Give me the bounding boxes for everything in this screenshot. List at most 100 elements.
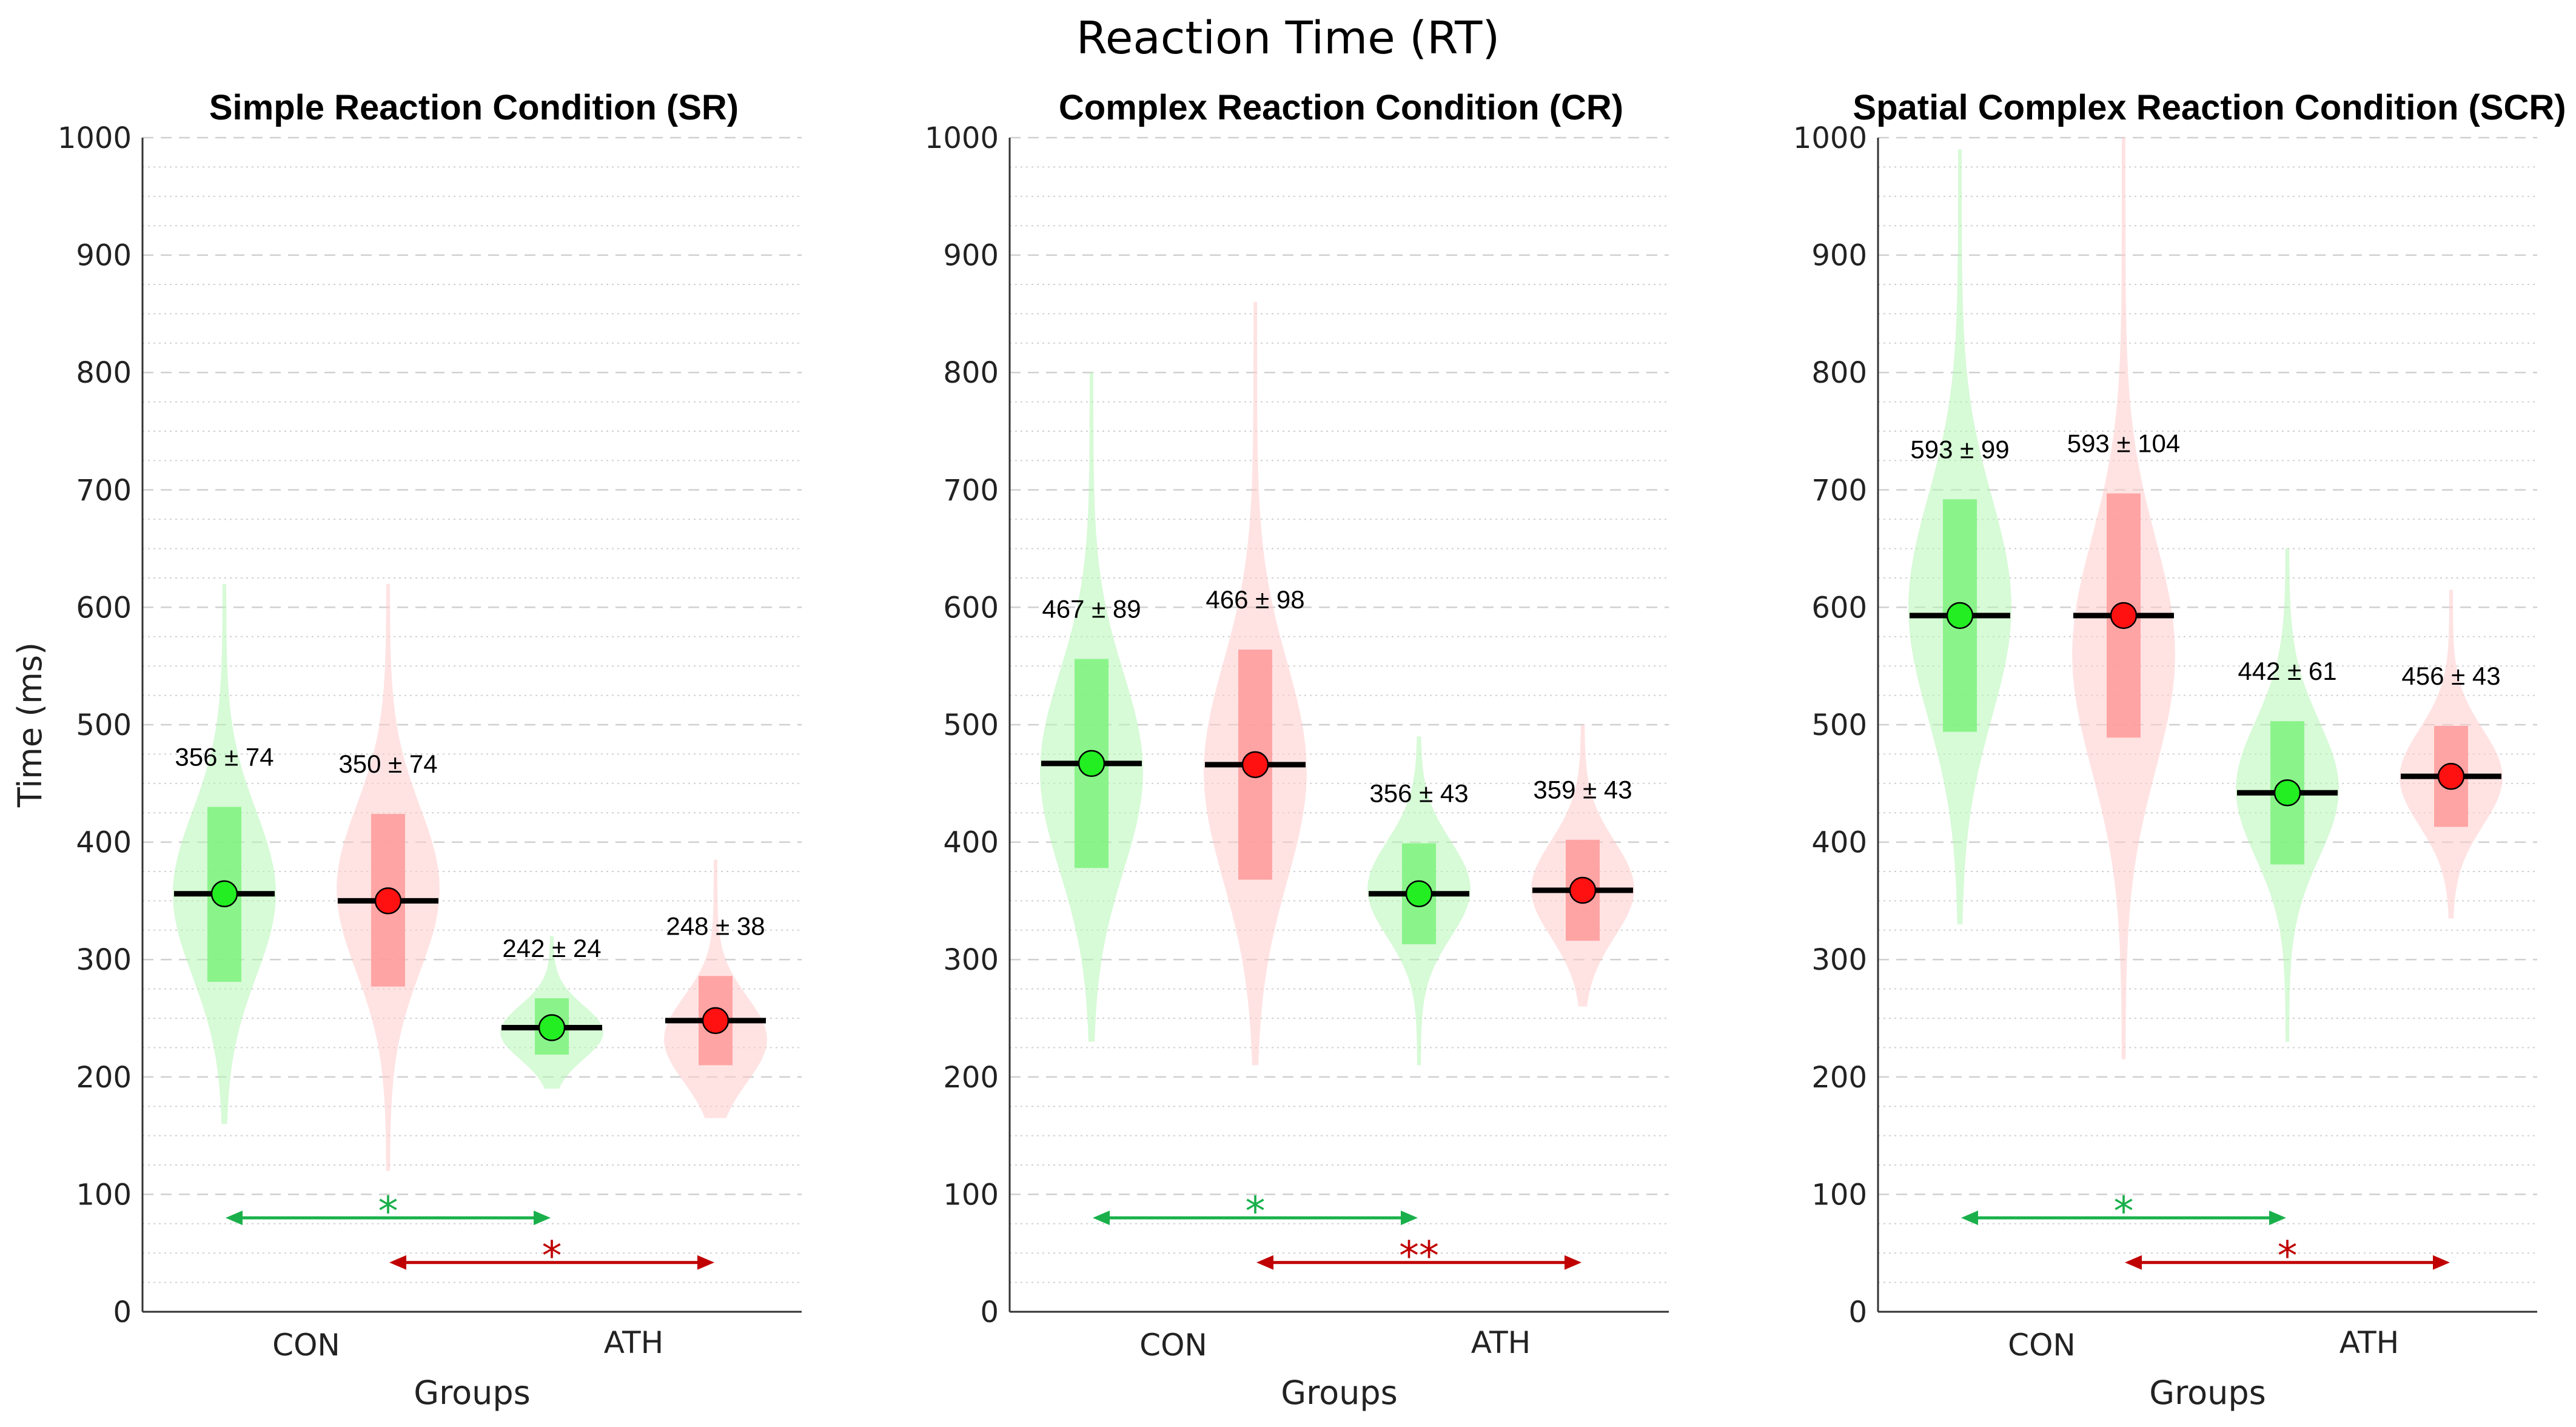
y-tick-label: 700 [1811,474,1867,508]
mean-sd-label: 456 ± 43 [2401,662,2500,690]
y-tick-label: 900 [1811,239,1867,273]
y-tick-label: 600 [76,591,132,625]
y-tick-label: 500 [943,708,999,742]
figure-title: Reaction Time (RT) [1076,12,1500,64]
mean-sd-label: 356 ± 43 [1369,779,1468,808]
mean-marker [2273,779,2301,807]
y-tick-label: 500 [76,708,132,742]
violin-ath-red: 359 ± 43 [1531,725,1634,1007]
mean-marker [538,1014,566,1041]
arrowhead-left [1961,1210,1978,1226]
significance-stars: * [378,1188,398,1235]
arrowhead-left [1093,1210,1110,1226]
violin-con-green: 356 ± 74 [173,583,276,1124]
significance-stars: * [1246,1188,1266,1235]
y-tick-label: 500 [1811,708,1867,742]
violin-ath-red: 248 ± 38 [664,859,767,1118]
significance-bracket: * [226,1188,551,1235]
panel-2: 593 ± 99 593 ± 104 442 ± 61 456 ± 43 * * 0 100 2… [1793,88,2566,1412]
significance-stars: * [542,1233,562,1280]
y-tick-label: 800 [76,356,132,390]
mean-marker [1078,750,1105,777]
panel-0: 356 ± 74 350 ± 74 242 ± 24 248 ± 38 * * 0 100 20… [11,88,802,1412]
mean-marker [1569,876,1597,904]
y-tick-label: 800 [1811,356,1867,390]
mean-sd-label: 350 ± 74 [338,750,437,778]
y-tick-label: 700 [943,474,999,508]
x-tick-label: ATH [1471,1325,1531,1360]
y-tick-label: 700 [76,474,132,508]
violin-con-red: 350 ± 74 [337,583,440,1171]
mean-sd-label: 248 ± 38 [666,912,765,940]
y-tick-label: 400 [76,826,132,860]
y-tick-label: 600 [1811,591,1867,625]
significance-stars: * [2114,1188,2134,1235]
y-tick-label: 200 [943,1061,999,1095]
violin-ath-green: 442 ± 61 [2236,548,2339,1042]
mean-sd-label: 242 ± 24 [502,934,601,962]
y-tick-label: 1000 [925,121,999,155]
y-tick-label: 300 [76,943,132,977]
y-tick-label: 200 [1811,1061,1867,1095]
violin-ath-red: 456 ± 43 [2400,589,2503,919]
mean-sd-label: 593 ± 104 [2067,429,2181,458]
significance-bracket: ** [1256,1233,1581,1280]
arrowhead-left [2125,1255,2142,1270]
arrowhead-right [2433,1255,2450,1270]
arrowhead-right [2269,1210,2286,1226]
y-tick-label: 100 [943,1178,999,1212]
arrowhead-left [226,1210,243,1226]
arrowhead-right [1401,1210,1418,1226]
violin-ath-green: 242 ± 24 [500,934,603,1089]
arrowhead-left [1256,1255,1273,1270]
arrowhead-right [1565,1255,1581,1270]
mean-marker [2437,762,2465,790]
y-tick-label: 1000 [1793,121,1867,155]
violin-con-red: 593 ± 104 [2067,138,2181,1059]
y-tick-label: 400 [943,826,999,860]
significance-stars: * [2278,1233,2298,1280]
y-tick-label: 0 [113,1295,132,1329]
mean-marker [702,1007,730,1035]
y-tick-label: 0 [980,1295,999,1329]
arrowhead-right [697,1255,714,1270]
mean-marker [1946,602,1974,630]
y-tick-label: 900 [76,239,132,273]
mean-sd-label: 593 ± 99 [1910,435,2009,463]
mean-sd-label: 442 ± 61 [2238,657,2336,685]
x-tick-label: CON [1139,1328,1207,1363]
significance-stars: ** [1399,1233,1439,1280]
violin-con-red: 466 ± 98 [1204,302,1307,1066]
y-tick-label: 800 [943,356,999,390]
mean-marker [374,887,402,915]
x-axis-label: Groups [414,1374,531,1412]
x-tick-label: CON [272,1328,340,1363]
y-tick-label: 300 [1811,943,1867,977]
significance-bracket: * [2125,1233,2450,1280]
mean-sd-label: 466 ± 98 [1206,585,1304,614]
violin-con-green: 593 ± 99 [1908,149,2011,925]
mean-sd-label: 359 ± 43 [1533,776,1632,804]
mean-sd-label: 467 ± 89 [1042,595,1141,623]
mean-marker [210,880,238,908]
x-tick-label: CON [2008,1328,2076,1363]
mean-marker [2110,602,2138,630]
panel-title: Simple Reaction Condition (SR) [209,88,739,127]
x-axis-label: Groups [1281,1374,1398,1412]
x-tick-label: ATH [2340,1325,2399,1360]
y-axis-label: Time (ms) [11,642,49,808]
y-tick-label: 100 [1811,1178,1867,1212]
significance-bracket: * [1961,1188,2286,1235]
y-tick-label: 200 [76,1061,132,1095]
mean-sd-label: 356 ± 74 [175,743,273,771]
x-tick-label: ATH [604,1325,663,1360]
mean-marker [1405,880,1433,908]
arrowhead-left [389,1255,406,1270]
y-tick-label: 900 [943,239,999,273]
significance-bracket: * [389,1233,714,1280]
x-axis-label: Groups [2149,1374,2266,1412]
y-tick-label: 300 [943,943,999,977]
